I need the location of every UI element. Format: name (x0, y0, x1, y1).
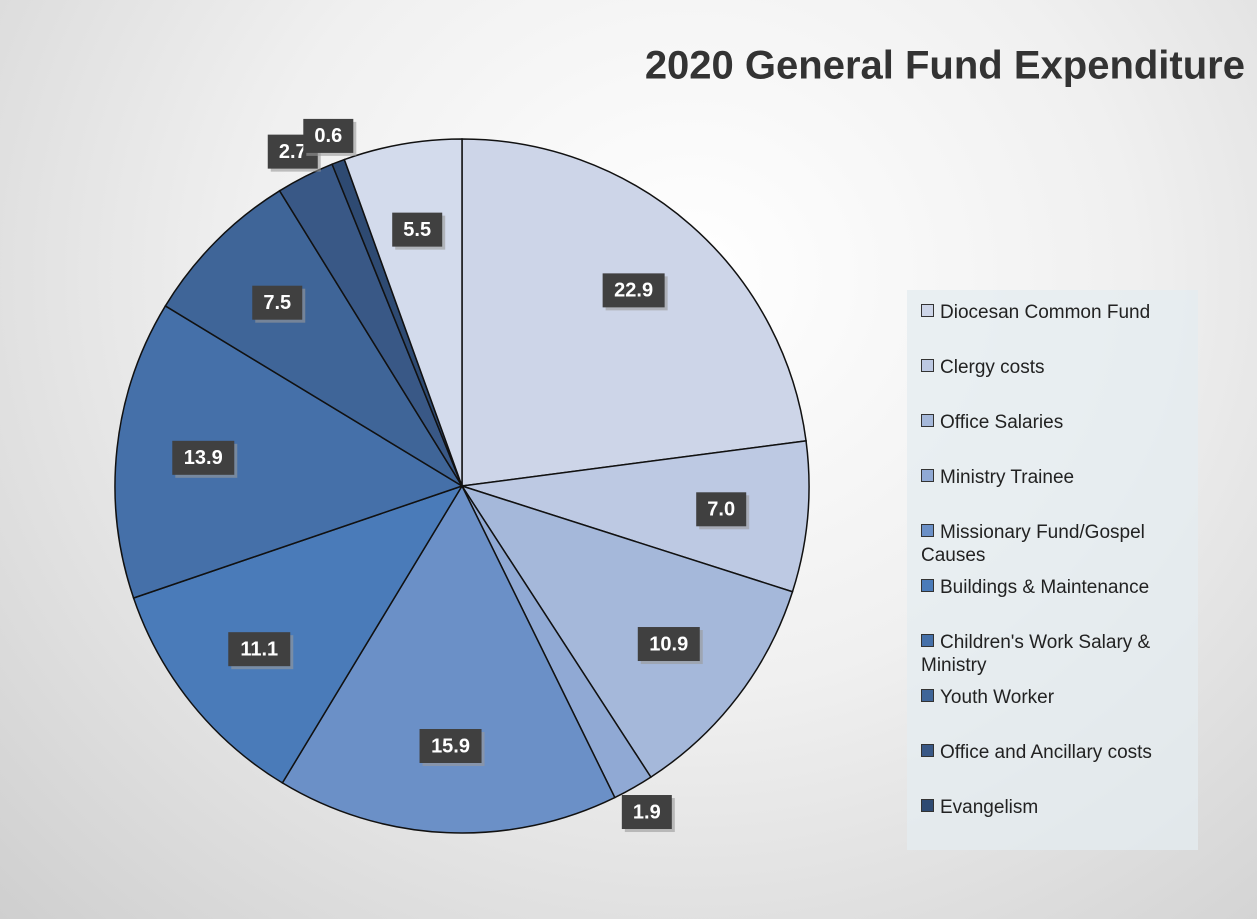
pie-slice (460, 484, 794, 779)
data-label: 7.5 (252, 285, 306, 323)
legend-label: Evangelism (940, 797, 1039, 818)
data-label-box (228, 632, 291, 667)
pie-slice (114, 304, 464, 599)
data-label: 15.9 (419, 728, 485, 766)
legend-swatch (921, 799, 934, 812)
data-label-text: 7.5 (263, 292, 291, 314)
data-label: 11.1 (228, 632, 294, 670)
legend-swatch (921, 469, 934, 482)
data-label: 10.9 (637, 627, 703, 665)
legend-swatch (921, 414, 934, 427)
data-label-text: 5.5 (403, 219, 431, 241)
legend-swatch (921, 359, 934, 372)
pie-slice (461, 138, 807, 487)
legend-item: Diocesan Common Fund (921, 301, 1191, 324)
legend-item: Missionary Fund/Gospel Causes (921, 521, 1191, 567)
legend-label: Clergy costs (940, 357, 1045, 378)
data-label: 22.9 (602, 273, 668, 311)
legend-label: Missionary Fund/Gospel Causes (921, 522, 1145, 566)
data-label-text: 11.1 (240, 638, 278, 660)
pie-slice (164, 189, 463, 487)
legend-item: Buildings & Maintenance (921, 576, 1191, 599)
legend-swatch (921, 524, 934, 537)
pie-slice (132, 484, 464, 784)
pie-slice (281, 484, 616, 834)
data-label-text: 10.9 (649, 633, 688, 655)
legend-label: Ministry Trainee (940, 467, 1075, 488)
data-label-text: 0.6 (314, 125, 342, 147)
legend: Diocesan Common Fund Clergy costs Office S… (907, 290, 1198, 850)
data-label-text: 15.9 (431, 735, 470, 757)
legend-label: Youth Worker (940, 687, 1055, 708)
legend-swatch (921, 744, 934, 757)
chart-title: 2020 General Fund Expenditure (645, 44, 1245, 88)
legend-swatch (921, 304, 934, 317)
data-label-box (696, 492, 747, 527)
legend-label: Buildings & Maintenance (940, 577, 1150, 598)
data-label: 7.0 (696, 492, 750, 530)
data-label-text: 1.9 (633, 801, 661, 823)
legend-item: Evangelism (921, 796, 1191, 819)
legend-label: Office and Ancillary costs (940, 742, 1152, 763)
data-label-box (303, 118, 354, 153)
data-label-text: 13.9 (184, 447, 223, 469)
data-label-text: 7.0 (707, 499, 735, 521)
legend-item: Office and Ancillary costs (921, 741, 1191, 764)
data-label-box (602, 273, 665, 308)
legend-swatch (921, 689, 934, 702)
data-label-box (419, 728, 482, 763)
data-label: 13.9 (172, 440, 238, 478)
data-label: 1.9 (621, 795, 675, 833)
legend-swatch (921, 579, 934, 592)
legend-item: Ministry Trainee (921, 466, 1191, 489)
data-label-box (252, 285, 303, 320)
legend-item: Office Salaries (921, 411, 1191, 434)
data-label-box (172, 440, 235, 475)
data-label-box (621, 795, 672, 830)
legend-item: Clergy costs (921, 356, 1191, 379)
legend-label: Office Salaries (940, 412, 1064, 433)
legend-item: Youth Worker (921, 686, 1191, 709)
data-label-text: 2.7 (279, 141, 307, 163)
legend-swatch (921, 634, 934, 647)
legend-item: Children's Work Salary & Ministry (921, 631, 1191, 677)
legend-label: Children's Work Salary & Ministry (921, 632, 1151, 676)
data-label-box (392, 212, 443, 247)
pie-slice (461, 440, 810, 593)
data-label: 5.5 (392, 212, 446, 250)
data-label-text: 22.9 (614, 280, 653, 302)
data-label: 0.6 (303, 118, 357, 156)
data-label-box (637, 627, 700, 662)
legend-label: Diocesan Common Fund (940, 302, 1151, 323)
